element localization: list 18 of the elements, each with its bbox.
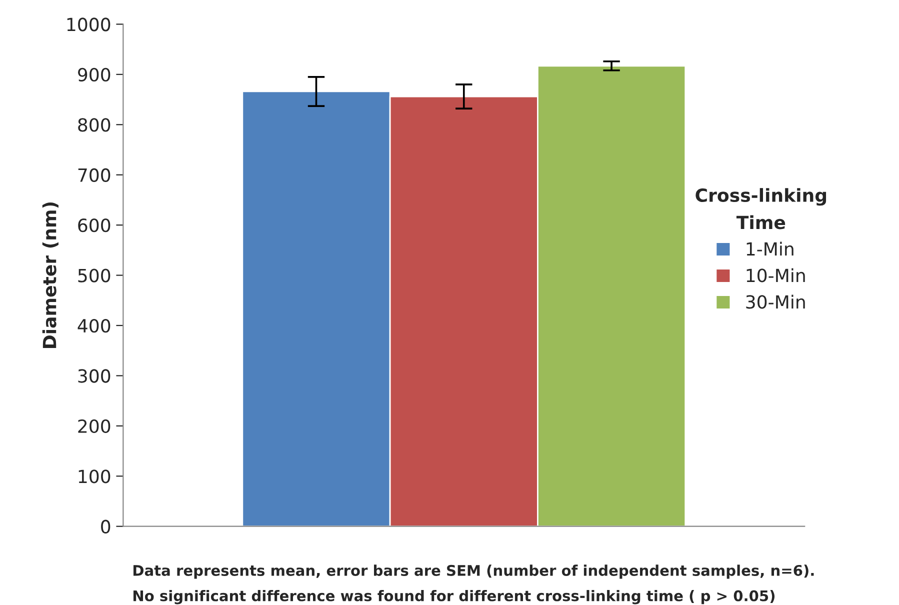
y-tick-label: 200 <box>78 419 110 434</box>
y-tick-label: 100 <box>78 470 110 484</box>
y-tick-label: 500 <box>78 268 110 282</box>
legend-title: Cross-linking Time <box>696 188 826 230</box>
y-tick-label: 400 <box>78 318 110 333</box>
legend-label: 30-Min <box>746 294 805 309</box>
text: Data represents mean, error bars are SEM (number of independent samples, n=6). <box>133 564 814 579</box>
y-tick-label: 800 <box>78 118 110 132</box>
y-tick-label: 1000 <box>67 18 110 32</box>
y-tick-label: 700 <box>78 168 110 182</box>
legend-label: 1-Min <box>746 242 794 256</box>
text: No significant difference was found for different cross-linking time ( p > 0.05) <box>133 590 775 604</box>
y-tick-label: 600 <box>78 218 110 232</box>
y-tick-label: 900 <box>78 68 110 82</box>
legend-label: 10-Min <box>746 268 805 282</box>
y-tick-label: 0 <box>101 520 110 534</box>
y-tick-label: 300 <box>78 369 110 383</box>
y-axis-title: Diameter (nm) <box>42 202 58 348</box>
